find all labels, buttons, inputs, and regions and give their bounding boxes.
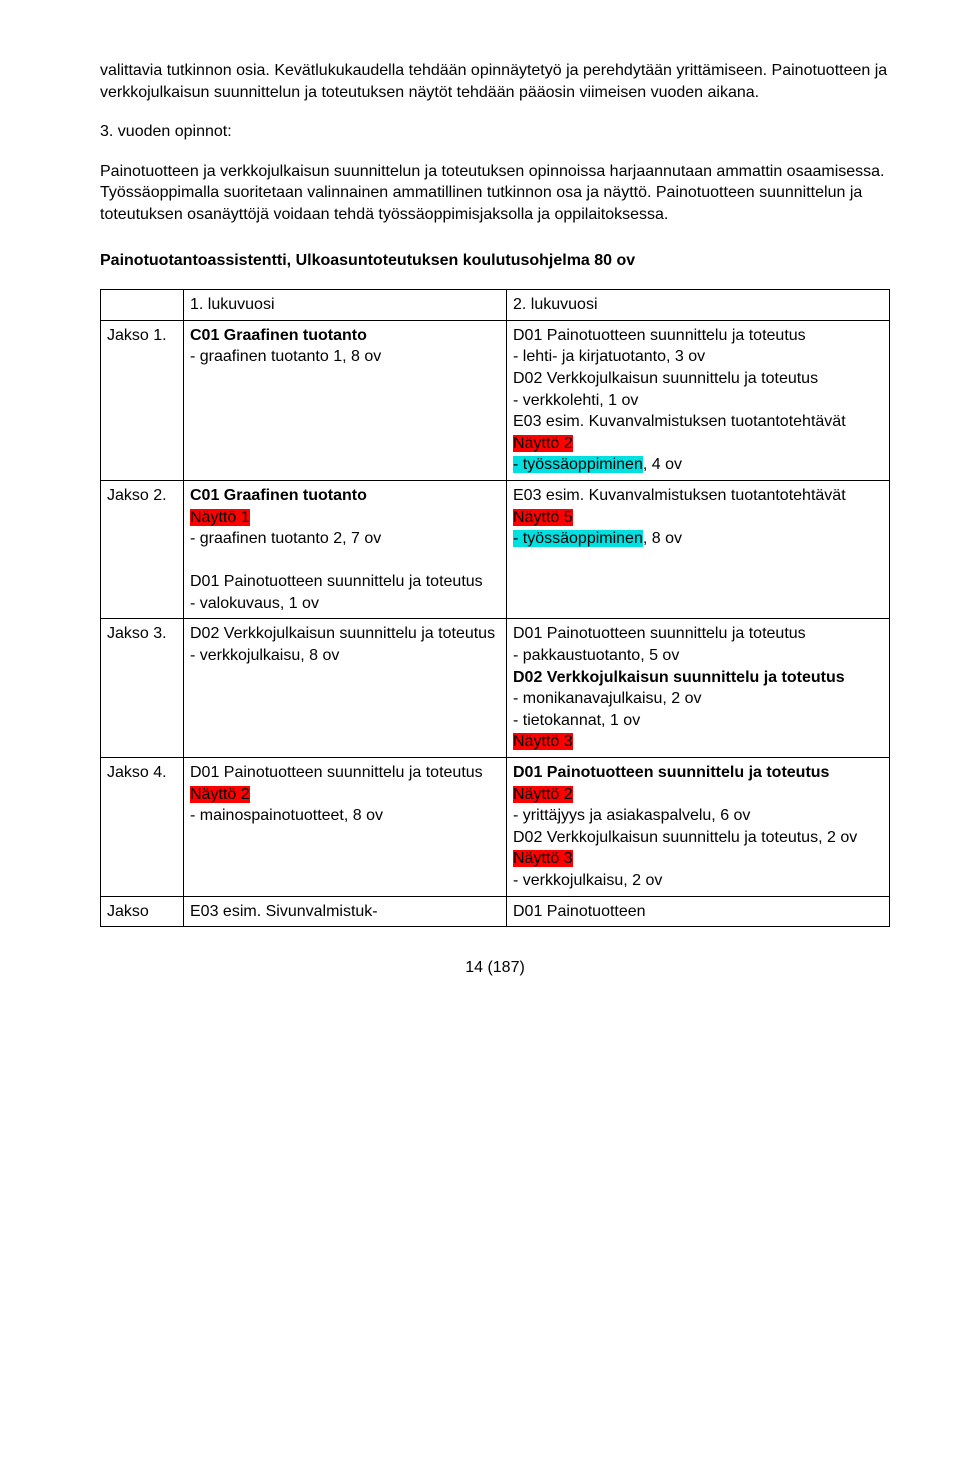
row-label-cell: Jakso 4.	[101, 758, 184, 897]
table-row: Jakso 4. D01 Painotuotteen suunnittelu ja…	[101, 758, 890, 897]
cell-text: D01 Painotuotteen suunnittelu ja toteutu…	[513, 764, 829, 781]
cell-text: - verkkojulkaisu, 8 ov	[190, 647, 339, 664]
cell-text: E03 esim. Kuvanvalmistuksen tuotantoteht…	[513, 487, 846, 504]
table-row: Jakso E03 esim. Sivunvalmistuk- D01 Painot…	[101, 896, 890, 927]
year1-cell: C01 Graafinen tuotanto - graafinen tuotan…	[184, 320, 507, 480]
header-cell-year2: 2. lukuvuosi	[507, 290, 890, 321]
cell-text: C01 Graafinen tuotanto	[190, 327, 367, 344]
cell-text: - verkkolehti, 1 ov	[513, 392, 638, 409]
year1-cell: D02 Verkkojulkaisun suunnittelu ja toteu…	[184, 619, 507, 758]
year1-cell: D01 Painotuotteen suunnittelu ja toteutu…	[184, 758, 507, 897]
table-row: Jakso 1. C01 Graafinen tuotanto - graafine…	[101, 320, 890, 480]
cell-text: , 8 ov	[643, 530, 682, 547]
row-label-cell: Jakso	[101, 896, 184, 927]
cell-text: - mainospainotuotteet, 8 ov	[190, 807, 383, 824]
cell-text: - tietokannat, 1 ov	[513, 712, 640, 729]
year2-cell: D01 Painotuotteen	[507, 896, 890, 927]
cell-text: - monikanavajulkaisu, 2 ov	[513, 690, 702, 707]
row-label-cell: Jakso 2.	[101, 480, 184, 619]
cell-text: Näyttö 2	[190, 786, 250, 803]
year1-cell: E03 esim. Sivunvalmistuk-	[184, 896, 507, 927]
header-cell-empty	[101, 290, 184, 321]
curriculum-table: 1. lukuvuosi 2. lukuvuosi Jakso 1.C01 Gr…	[100, 289, 890, 927]
cell-text: E03 esim. Kuvanvalmistuksen tuotantoteht…	[513, 413, 846, 430]
cell-text: D02 Verkkojulkaisun suunnittelu ja toteu…	[513, 669, 845, 686]
cell-text: Näyttö 1	[190, 509, 250, 526]
cell-text: C01 Graafinen tuotanto	[190, 487, 367, 504]
cell-text: - verkkojulkaisu, 2 ov	[513, 872, 662, 889]
year1-cell: C01 Graafinen tuotanto Näyttö 1 - graafine…	[184, 480, 507, 619]
year2-cell: D01 Painotuotteen suunnittelu ja toteutu…	[507, 320, 890, 480]
page-footer: 14 (187)	[100, 957, 890, 979]
program-subheading: Painotuotantoassistentti, Ulkoasuntoteut…	[100, 250, 890, 272]
row-label-cell: Jakso 3.	[101, 619, 184, 758]
cell-text: D01 Painotuotteen suunnittelu ja toteutu…	[190, 573, 483, 590]
cell-text: Näyttö 2	[513, 435, 573, 452]
cell-text: Näyttö 5	[513, 509, 573, 526]
cell-text: D02 Verkkojulkaisun suunnittelu ja toteu…	[513, 829, 857, 846]
cell-text: D01 Painotuotteen suunnittelu ja toteutu…	[513, 625, 806, 642]
cell-text: - graafinen tuotanto 2, 7 ov	[190, 530, 381, 547]
cell-text: D01 Painotuotteen suunnittelu ja toteutu…	[190, 764, 483, 781]
cell-text: Näyttö 2	[513, 786, 573, 803]
year2-cell: D01 Painotuotteen suunnittelu ja toteutu…	[507, 619, 890, 758]
year-3-paragraph: Painotuotteen ja verkkojulkaisun suunnit…	[100, 161, 890, 226]
cell-text: - graafinen tuotanto 1, 8 ov	[190, 348, 381, 365]
cell-text: Näyttö 3	[513, 733, 573, 750]
cell-text: - lehti- ja kirjatuotanto, 3 ov	[513, 348, 705, 365]
cell-text: E03 esim. Sivunvalmistuk-	[190, 903, 378, 920]
cell-text: D02 Verkkojulkaisun suunnittelu ja toteu…	[513, 370, 818, 387]
table-row: Jakso 2. C01 Graafinen tuotanto Näyttö 1 - …	[101, 480, 890, 619]
cell-text: - valokuvaus, 1 ov	[190, 595, 319, 612]
intro-paragraph: valittavia tutkinnon osia. Kevätlukukaud…	[100, 60, 890, 103]
year-3-label: 3. vuoden opinnot:	[100, 121, 890, 143]
table-header-row: 1. lukuvuosi 2. lukuvuosi	[101, 290, 890, 321]
year2-cell: E03 esim. Kuvanvalmistuksen tuotantoteht…	[507, 480, 890, 619]
cell-text: D02 Verkkojulkaisun suunnittelu ja toteu…	[190, 625, 495, 642]
cell-text: D01 Painotuotteen suunnittelu ja toteutu…	[513, 327, 806, 344]
header-cell-year1: 1. lukuvuosi	[184, 290, 507, 321]
cell-text: - työssäoppiminen	[513, 530, 643, 547]
year2-cell: D01 Painotuotteen suunnittelu ja toteutu…	[507, 758, 890, 897]
row-label-cell: Jakso 1.	[101, 320, 184, 480]
cell-text: - työssäoppiminen	[513, 456, 643, 473]
table-row: Jakso 3. D02 Verkkojulkaisun suunnittelu …	[101, 619, 890, 758]
cell-text	[190, 552, 194, 569]
cell-text: D01 Painotuotteen	[513, 903, 646, 920]
cell-text: - yrittäjyys ja asiakaspalvelu, 6 ov	[513, 807, 750, 824]
cell-text: - pakkaustuotanto, 5 ov	[513, 647, 679, 664]
cell-text: , 4 ov	[643, 456, 682, 473]
cell-text: Näyttö 3	[513, 850, 573, 867]
